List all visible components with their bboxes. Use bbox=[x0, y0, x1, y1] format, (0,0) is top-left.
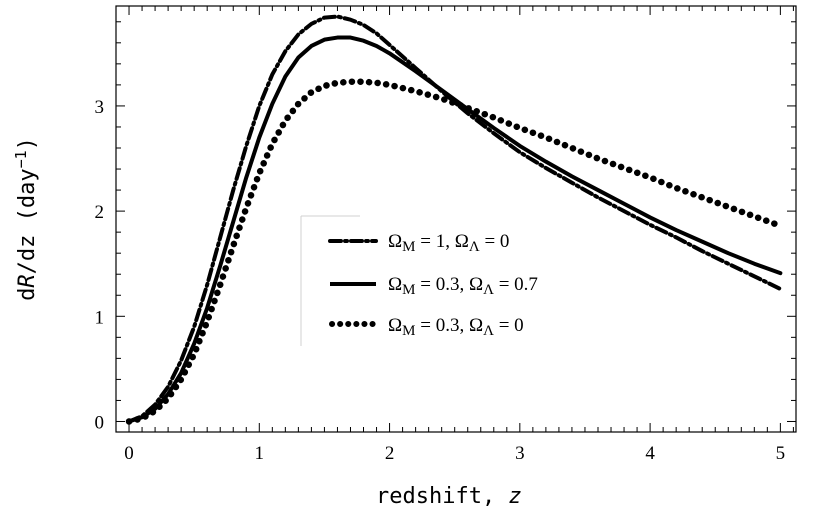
series-line-dotted bbox=[125, 78, 784, 425]
y-tick-label: 0 bbox=[95, 412, 105, 433]
legend-entry-1: ΩM = 1, ΩΛ = 0 bbox=[388, 231, 509, 255]
y-tick-label: 3 bbox=[95, 97, 105, 118]
series-line-solid bbox=[127, 35, 783, 424]
x-tick-label: 2 bbox=[385, 443, 395, 464]
legend-2-omega-m: 0.3 bbox=[436, 274, 460, 295]
legend: ΩM = 1, ΩΛ = 0 ΩM = 0.3, ΩΛ = 0.7 ΩM = 0… bbox=[300, 215, 575, 346]
x-tick-label: 5 bbox=[776, 443, 786, 464]
series-line-dashdot bbox=[127, 14, 783, 424]
y-axis-label: dR/dz (day−1) bbox=[12, 137, 40, 301]
x-tick-label: 1 bbox=[255, 443, 265, 464]
legend-entry-2: ΩM = 0.3, ΩΛ = 0.7 bbox=[388, 274, 538, 298]
legend-1-omega-l: 0 bbox=[500, 231, 510, 252]
y-tick-label: 1 bbox=[95, 307, 105, 328]
legend-3-omega-m: 0.3 bbox=[436, 315, 460, 336]
x-tick-label: 3 bbox=[515, 443, 525, 464]
x-tick-label: 0 bbox=[124, 443, 134, 464]
plot-frame bbox=[115, 5, 797, 433]
x-tick-label: 4 bbox=[645, 443, 655, 464]
series-group bbox=[125, 14, 784, 425]
legend-1-omega-m: 1 bbox=[436, 231, 446, 252]
x-axis-label: redshift, z bbox=[376, 484, 522, 509]
y-tick-label: 2 bbox=[95, 202, 105, 223]
legend-3-omega-l: 0 bbox=[514, 315, 524, 336]
legend-2-omega-l: 0.7 bbox=[514, 274, 538, 295]
axis-ticks: 0 1 2 3 4 5 0 1 2 3 bbox=[95, 6, 796, 464]
